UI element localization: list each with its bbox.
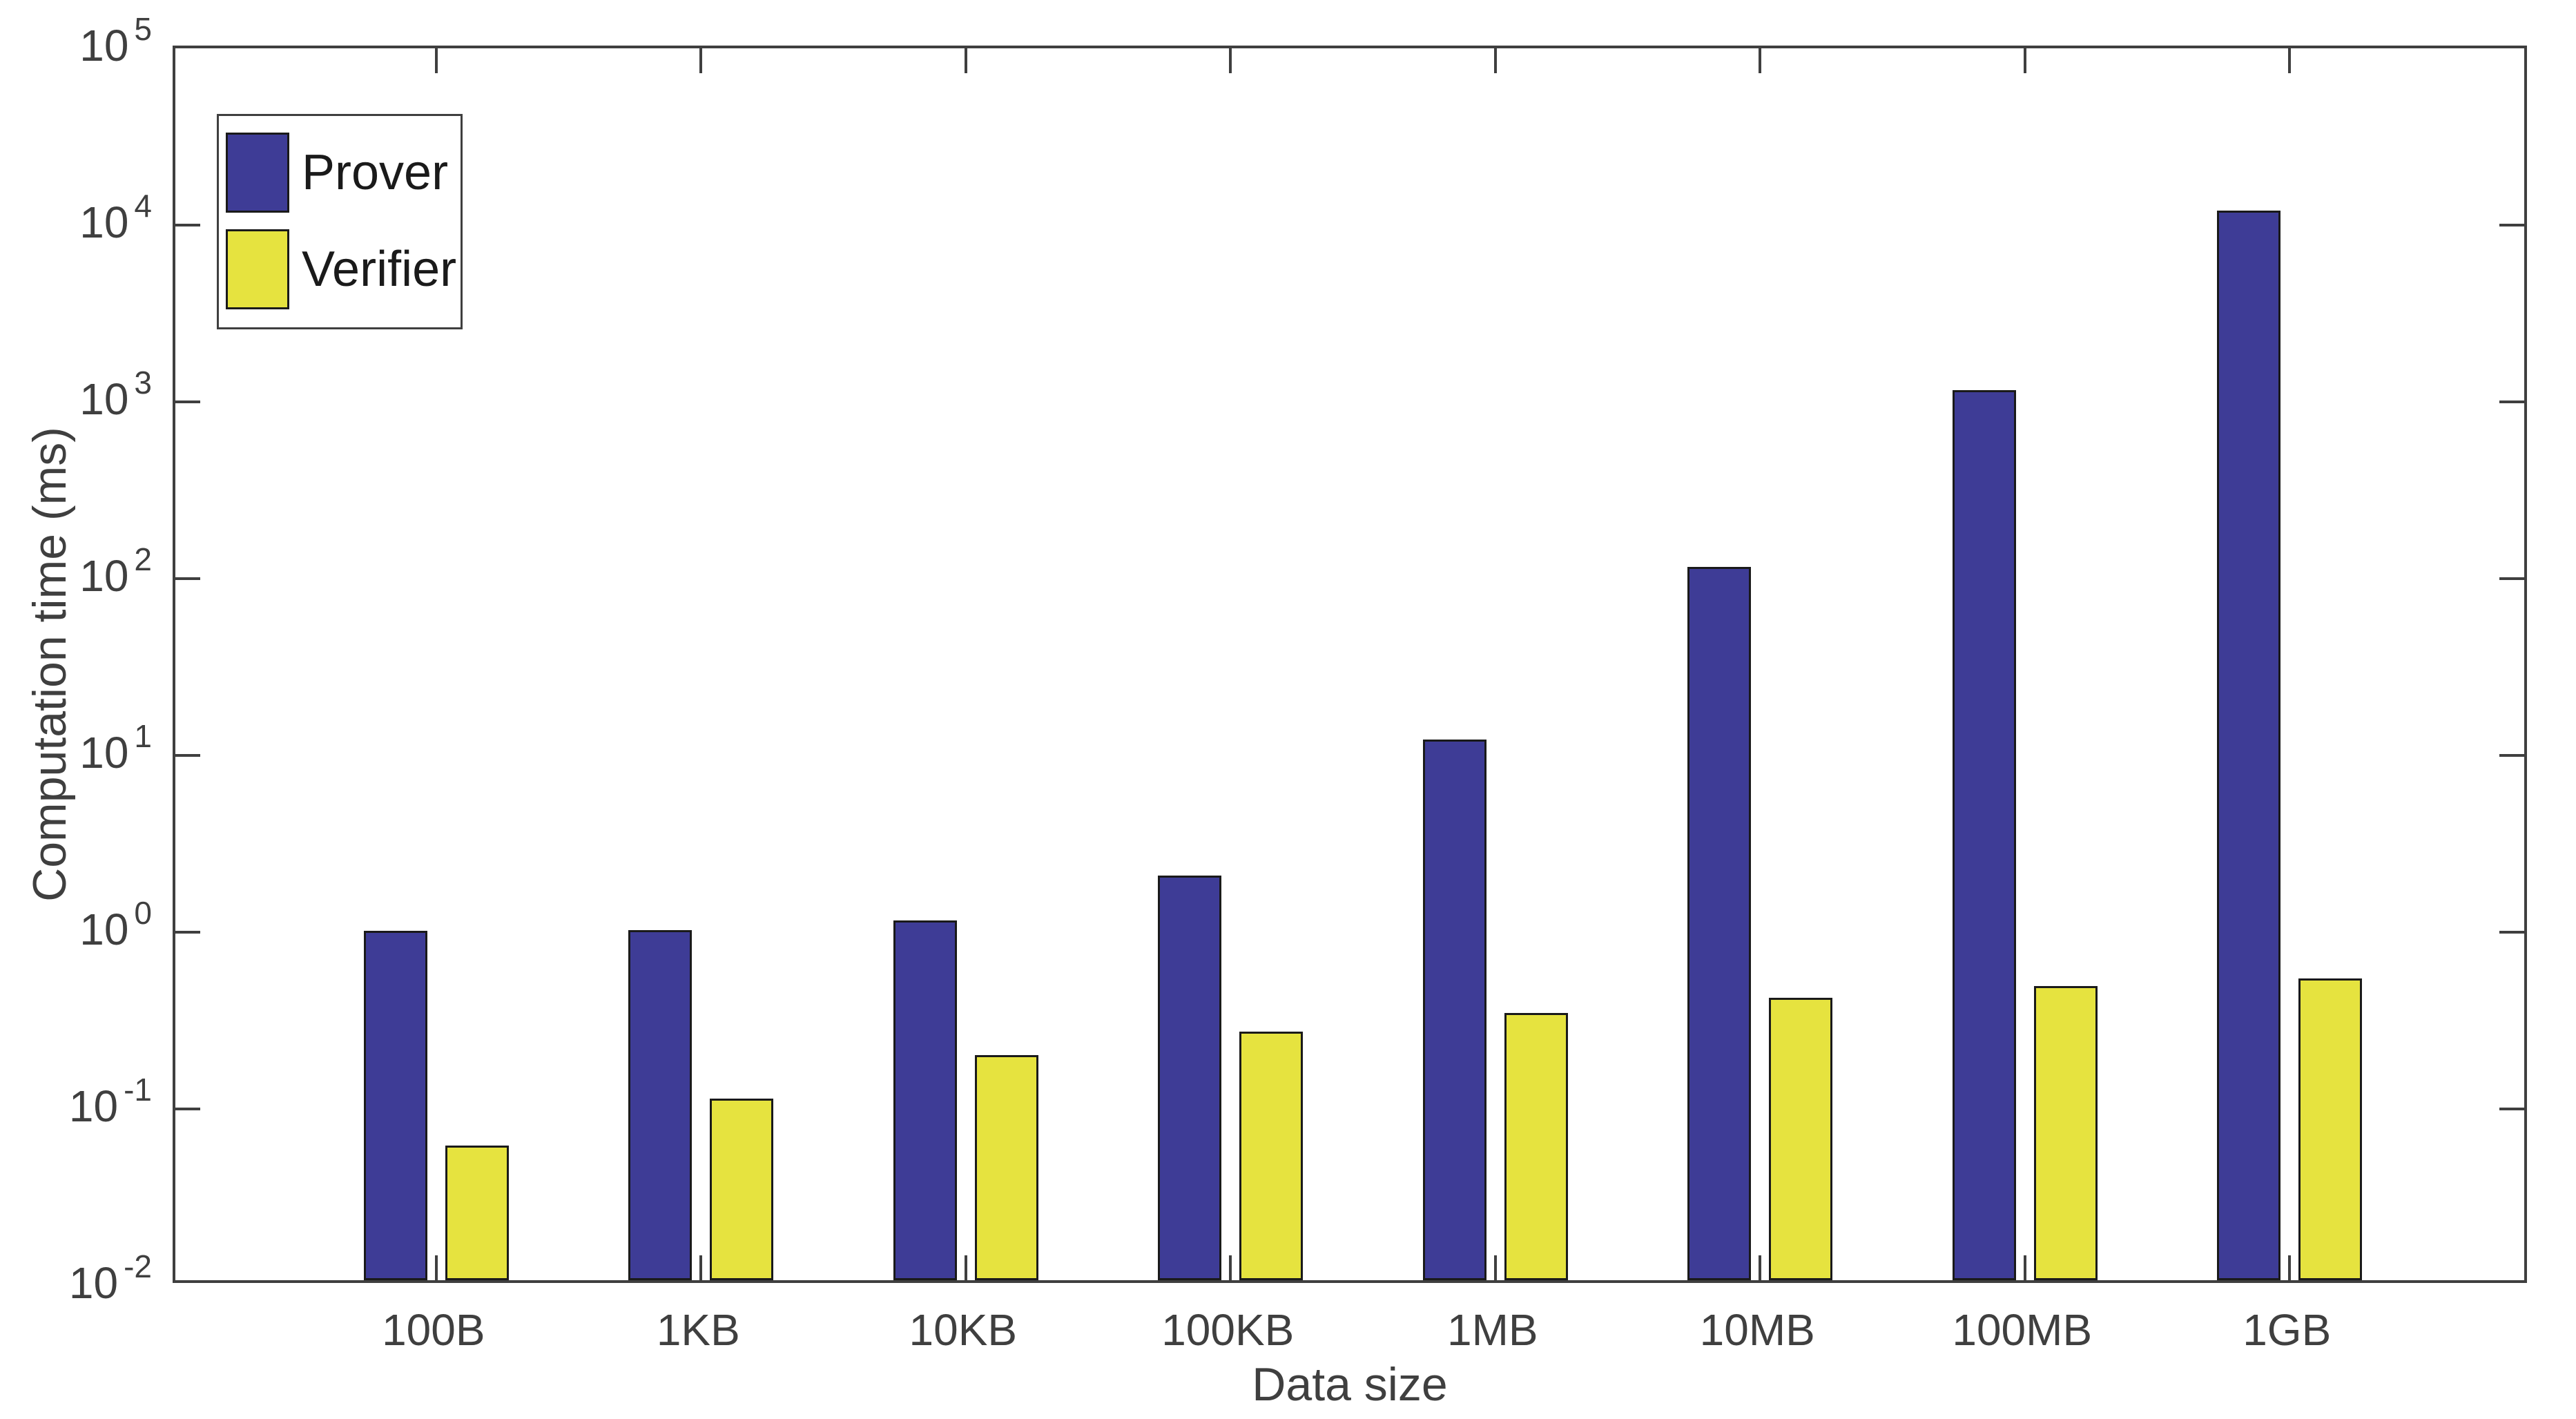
x-tick-bottom	[1229, 1255, 1232, 1280]
x-tick-top	[2023, 48, 2026, 73]
x-tick-top	[1493, 48, 1497, 73]
x-tick-bottom	[2288, 1255, 2292, 1280]
x-tick-bottom	[699, 1255, 703, 1280]
legend-entry-verifier: Verifier	[226, 229, 461, 309]
y-tick-right	[2499, 1108, 2524, 1110]
y-tick-right	[2499, 400, 2524, 403]
bar-prover-100MB	[1952, 389, 2016, 1280]
x-tick-top	[1759, 48, 1762, 73]
y-tick-label-10e3: 10 3	[79, 365, 152, 424]
x-tick-top	[434, 48, 438, 73]
y-tick-left	[175, 1108, 200, 1110]
bar-prover-1GB	[2217, 211, 2281, 1280]
x-tick-top	[2288, 48, 2292, 73]
legend-swatch-verifier-icon	[226, 229, 289, 309]
y-tick-left	[175, 577, 200, 580]
y-tick-label-10e-1: 10 -1	[68, 1072, 152, 1131]
legend-entry-prover: Prover	[226, 133, 461, 213]
x-tick-label-100B: 100B	[382, 1305, 485, 1355]
y-tick-left	[175, 754, 200, 757]
y-tick-right	[2499, 224, 2524, 226]
y-tick-label-10e1: 10 1	[79, 718, 152, 778]
y-tick-label-10e5: 10 5	[79, 11, 152, 70]
legend-swatch-prover-icon	[226, 133, 289, 213]
x-tick-bottom	[1493, 1255, 1497, 1280]
bar-verifier-1GB	[2298, 978, 2363, 1280]
bar-verifier-100MB	[2033, 986, 2098, 1280]
y-tick-right	[2499, 577, 2524, 580]
bar-verifier-100B	[445, 1145, 509, 1280]
bar-prover-10MB	[1687, 567, 1752, 1280]
bar-prover-1KB	[628, 929, 693, 1280]
x-axis-title: Data size	[1252, 1358, 1448, 1411]
x-tick-bottom	[964, 1255, 967, 1280]
bar-verifier-10MB	[1769, 998, 1833, 1280]
bar-prover-100B	[363, 930, 427, 1280]
y-tick-left	[175, 931, 200, 934]
bar-verifier-10KB	[974, 1055, 1038, 1280]
y-tick-label-10e2: 10 2	[79, 541, 152, 601]
bar-prover-10KB	[893, 920, 957, 1280]
x-tick-label-1GB: 1GB	[2243, 1305, 2332, 1355]
x-tick-label-10KB: 10KB	[909, 1305, 1018, 1355]
y-tick-left	[175, 224, 200, 226]
y-axis-title: Computation time (ms)	[23, 427, 76, 902]
legend-label-prover: Prover	[302, 145, 449, 200]
legend: Prover Verifier	[217, 114, 463, 329]
x-tick-bottom	[434, 1255, 438, 1280]
y-tick-right	[2499, 931, 2524, 934]
x-tick-bottom	[2023, 1255, 2026, 1280]
x-tick-bottom	[1759, 1255, 1762, 1280]
x-tick-top	[699, 48, 703, 73]
x-tick-top	[1229, 48, 1232, 73]
bar-verifier-1MB	[1504, 1013, 1568, 1280]
plot-area	[173, 46, 2527, 1283]
x-tick-label-10MB: 10MB	[1699, 1305, 1815, 1355]
y-tick-label-10e-2: 10 -2	[68, 1248, 152, 1308]
bar-verifier-100KB	[1239, 1031, 1304, 1280]
x-tick-top	[964, 48, 967, 73]
y-tick-label-10e4: 10 4	[79, 188, 152, 247]
y-tick-left	[175, 400, 200, 403]
x-tick-label-1MB: 1MB	[1446, 1305, 1538, 1355]
y-tick-label-10e0: 10 0	[79, 895, 152, 954]
legend-label-verifier: Verifier	[302, 242, 457, 297]
bar-prover-1MB	[1422, 739, 1486, 1280]
bar-prover-100KB	[1158, 875, 1222, 1280]
x-tick-label-1KB: 1KB	[656, 1305, 740, 1355]
bar-verifier-1KB	[710, 1098, 774, 1280]
y-tick-right	[2499, 754, 2524, 757]
x-tick-label-100MB: 100MB	[1952, 1305, 2093, 1355]
x-tick-label-100KB: 100KB	[1161, 1305, 1295, 1355]
